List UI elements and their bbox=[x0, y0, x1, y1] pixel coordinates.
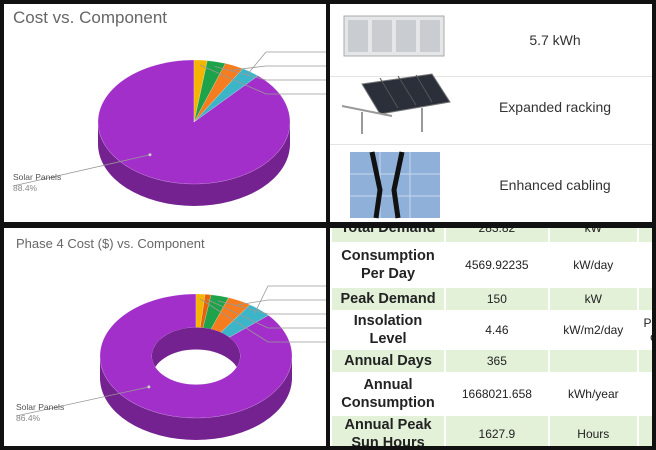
table-cell: P Ho bbox=[636, 310, 652, 350]
slice bbox=[193, 60, 226, 123]
table-cell bbox=[636, 242, 652, 288]
slice bbox=[193, 59, 208, 123]
slice-label: Solar Panels bbox=[13, 172, 61, 182]
racking-image bbox=[341, 73, 451, 134]
slice-value-label: 86.4% bbox=[16, 413, 41, 423]
table-row: Annual Consumption 1668021.658 kWh/year bbox=[330, 372, 652, 416]
table-cell: 283.82 bbox=[444, 228, 550, 244]
table-cell: Consumption Per Day bbox=[330, 242, 447, 288]
table-cell bbox=[636, 348, 652, 374]
item-text: Enhanced cabling bbox=[499, 177, 611, 193]
leader-line bbox=[231, 65, 326, 71]
table-cell bbox=[547, 348, 639, 374]
table-cell: Annual Consumption bbox=[330, 372, 447, 416]
leader-line bbox=[199, 64, 326, 95]
item-list: 5.7 kWh Expanded racking Enhanced cablin… bbox=[330, 4, 652, 222]
hole bbox=[151, 349, 241, 385]
table-cell: 1668021.658 bbox=[444, 372, 550, 416]
table-row: Annual Peak Sun Hours 1627.9 Hours bbox=[330, 414, 652, 446]
table-cell: Insolation Level bbox=[330, 310, 447, 350]
chart: Phase 4 Cost ($) vs. Component Solar Pane… bbox=[15, 236, 326, 440]
leader-line bbox=[217, 300, 326, 315]
table-cell: 150 bbox=[444, 286, 550, 312]
table-cell: Hours bbox=[547, 414, 639, 446]
table-cell: kW bbox=[547, 286, 639, 312]
slice-label: Solar Panels bbox=[16, 402, 64, 412]
leader-dot bbox=[148, 153, 152, 157]
table-cell bbox=[636, 372, 652, 416]
leader-line bbox=[254, 285, 326, 314]
leader-line bbox=[199, 298, 326, 343]
cabling-image bbox=[350, 151, 440, 219]
table-cell bbox=[636, 286, 652, 312]
table-cell: Peak Demand bbox=[330, 286, 447, 312]
table-cell: kW/m2/day bbox=[547, 310, 639, 350]
table-cell: 1627.9 bbox=[444, 414, 550, 446]
table-cell bbox=[636, 228, 652, 244]
table-cell: 4.46 bbox=[444, 310, 550, 350]
item-text: Expanded racking bbox=[498, 99, 612, 115]
leader-line bbox=[236, 299, 326, 306]
table-row: Total Demand 283.82 kW bbox=[330, 228, 652, 244]
chart-panel: Phase 4 Cost ($) vs. Component Solar Pane… bbox=[4, 228, 326, 446]
chart-title: Cost vs. Component bbox=[13, 8, 167, 27]
slice-side bbox=[98, 122, 290, 206]
table-cell: 365 bbox=[444, 348, 550, 374]
chart-panel: Cost vs. Component Solar Panels 88.4% bbox=[4, 4, 326, 222]
slice-value-label: 88.4% bbox=[13, 183, 38, 193]
table-cell: Total Demand bbox=[330, 228, 447, 244]
table-cell: 4569.92235 bbox=[444, 242, 550, 288]
table-row: Annual Days 365 bbox=[330, 348, 652, 374]
table-cell: Annual Peak Sun Hours bbox=[330, 414, 447, 446]
data-table: Total Demand 283.82 kW Consumption Per Day 4… bbox=[330, 228, 652, 446]
battery-image bbox=[343, 15, 445, 57]
table-cell: Annual Days bbox=[330, 348, 447, 374]
slice-side bbox=[100, 356, 292, 440]
table-cell: kW/day bbox=[547, 242, 639, 288]
table-panel: Total Demand 283.82 kW Consumption Per Day 4… bbox=[330, 228, 652, 446]
leader-line bbox=[206, 299, 326, 329]
item-row: Enhanced cabling bbox=[330, 148, 652, 222]
leader-line bbox=[12, 154, 151, 187]
chart-title: Phase 4 Cost ($) vs. Component bbox=[16, 236, 205, 251]
table-row: Consumption Per Day 4569.92235 kW/day bbox=[330, 242, 652, 288]
item-row: Expanded racking bbox=[330, 70, 652, 145]
leader-line bbox=[15, 386, 149, 417]
leader-line bbox=[214, 66, 326, 81]
table-cell: kWh/year bbox=[547, 372, 639, 416]
leader-dot bbox=[147, 385, 151, 389]
leader-line bbox=[245, 51, 326, 77]
table-cell: kW bbox=[547, 228, 639, 244]
table-cell bbox=[636, 414, 652, 446]
item-row: 5.7 kWh bbox=[330, 4, 652, 77]
table-row: Peak Demand 150 kW bbox=[330, 286, 652, 312]
slice bbox=[97, 59, 291, 185]
item-text: 5.7 kWh bbox=[529, 32, 581, 48]
